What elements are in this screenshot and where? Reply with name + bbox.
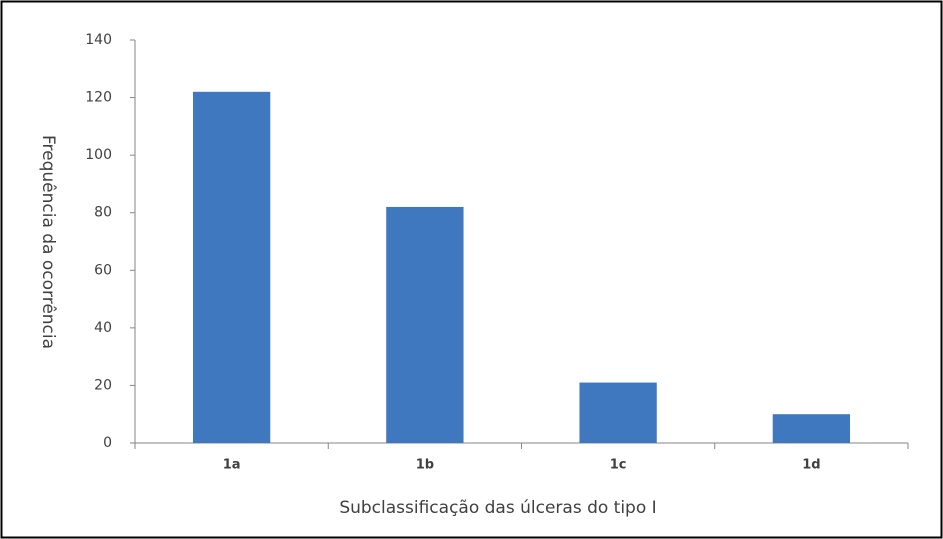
- x-tick-label: 1b: [416, 458, 434, 473]
- x-tick-label: 1d: [802, 458, 820, 473]
- bar: [772, 414, 851, 443]
- y-tick-label: 100: [85, 147, 112, 163]
- y-tick-label: 140: [85, 32, 112, 48]
- y-tick-label: 0: [103, 435, 112, 451]
- bar: [579, 382, 657, 443]
- x-tick-label: 1a: [223, 458, 241, 473]
- y-tick-label: 40: [94, 320, 112, 336]
- y-tick-label: 80: [94, 205, 112, 221]
- y-tick-label: 120: [85, 90, 112, 106]
- x-axis-label: Subclassificação das úlceras do tipo I: [339, 498, 656, 518]
- bar: [386, 206, 464, 443]
- bar: [192, 91, 271, 444]
- y-tick-label: 60: [94, 262, 112, 278]
- y-tick-label: 20: [94, 377, 112, 393]
- x-tick-label: 1c: [610, 458, 627, 473]
- y-axis-label: Frequência da ocorrência: [38, 135, 58, 349]
